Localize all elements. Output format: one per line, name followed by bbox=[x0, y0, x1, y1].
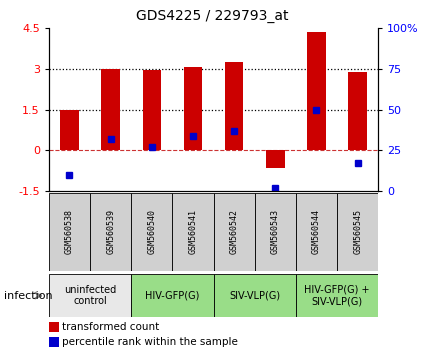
Text: GSM560540: GSM560540 bbox=[147, 209, 156, 255]
Bar bbox=[102, 69, 120, 150]
Bar bbox=[131, 193, 173, 271]
Bar bbox=[90, 193, 131, 271]
Text: HIV-GFP(G): HIV-GFP(G) bbox=[145, 291, 200, 301]
Bar bbox=[307, 32, 326, 150]
Text: percentile rank within the sample: percentile rank within the sample bbox=[62, 337, 238, 347]
Bar bbox=[49, 337, 59, 347]
Text: GSM560542: GSM560542 bbox=[230, 209, 239, 255]
Bar bbox=[60, 110, 79, 150]
Bar bbox=[296, 274, 378, 317]
Text: GSM560539: GSM560539 bbox=[106, 209, 115, 255]
Bar bbox=[337, 193, 378, 271]
Text: GSM560541: GSM560541 bbox=[188, 209, 198, 255]
Text: GSM560545: GSM560545 bbox=[353, 209, 362, 255]
Bar bbox=[173, 193, 213, 271]
Bar bbox=[49, 193, 90, 271]
Bar bbox=[213, 193, 255, 271]
Bar bbox=[266, 150, 285, 168]
Text: uninfected
control: uninfected control bbox=[64, 285, 116, 307]
Text: infection: infection bbox=[4, 291, 53, 301]
Bar bbox=[131, 274, 213, 317]
Bar bbox=[49, 321, 59, 332]
Text: SIV-VLP(G): SIV-VLP(G) bbox=[229, 291, 280, 301]
Bar bbox=[142, 70, 161, 150]
Bar bbox=[49, 274, 131, 317]
Text: GSM560538: GSM560538 bbox=[65, 209, 74, 255]
Bar bbox=[225, 62, 244, 150]
Text: GSM560543: GSM560543 bbox=[271, 209, 280, 255]
Bar bbox=[296, 193, 337, 271]
Text: GSM560544: GSM560544 bbox=[312, 209, 321, 255]
Bar bbox=[255, 193, 296, 271]
Text: transformed count: transformed count bbox=[62, 322, 159, 332]
Text: HIV-GFP(G) +
SIV-VLP(G): HIV-GFP(G) + SIV-VLP(G) bbox=[304, 285, 370, 307]
Text: GDS4225 / 229793_at: GDS4225 / 229793_at bbox=[136, 9, 289, 23]
Bar bbox=[348, 72, 367, 150]
Bar bbox=[213, 274, 296, 317]
Bar bbox=[184, 67, 202, 150]
